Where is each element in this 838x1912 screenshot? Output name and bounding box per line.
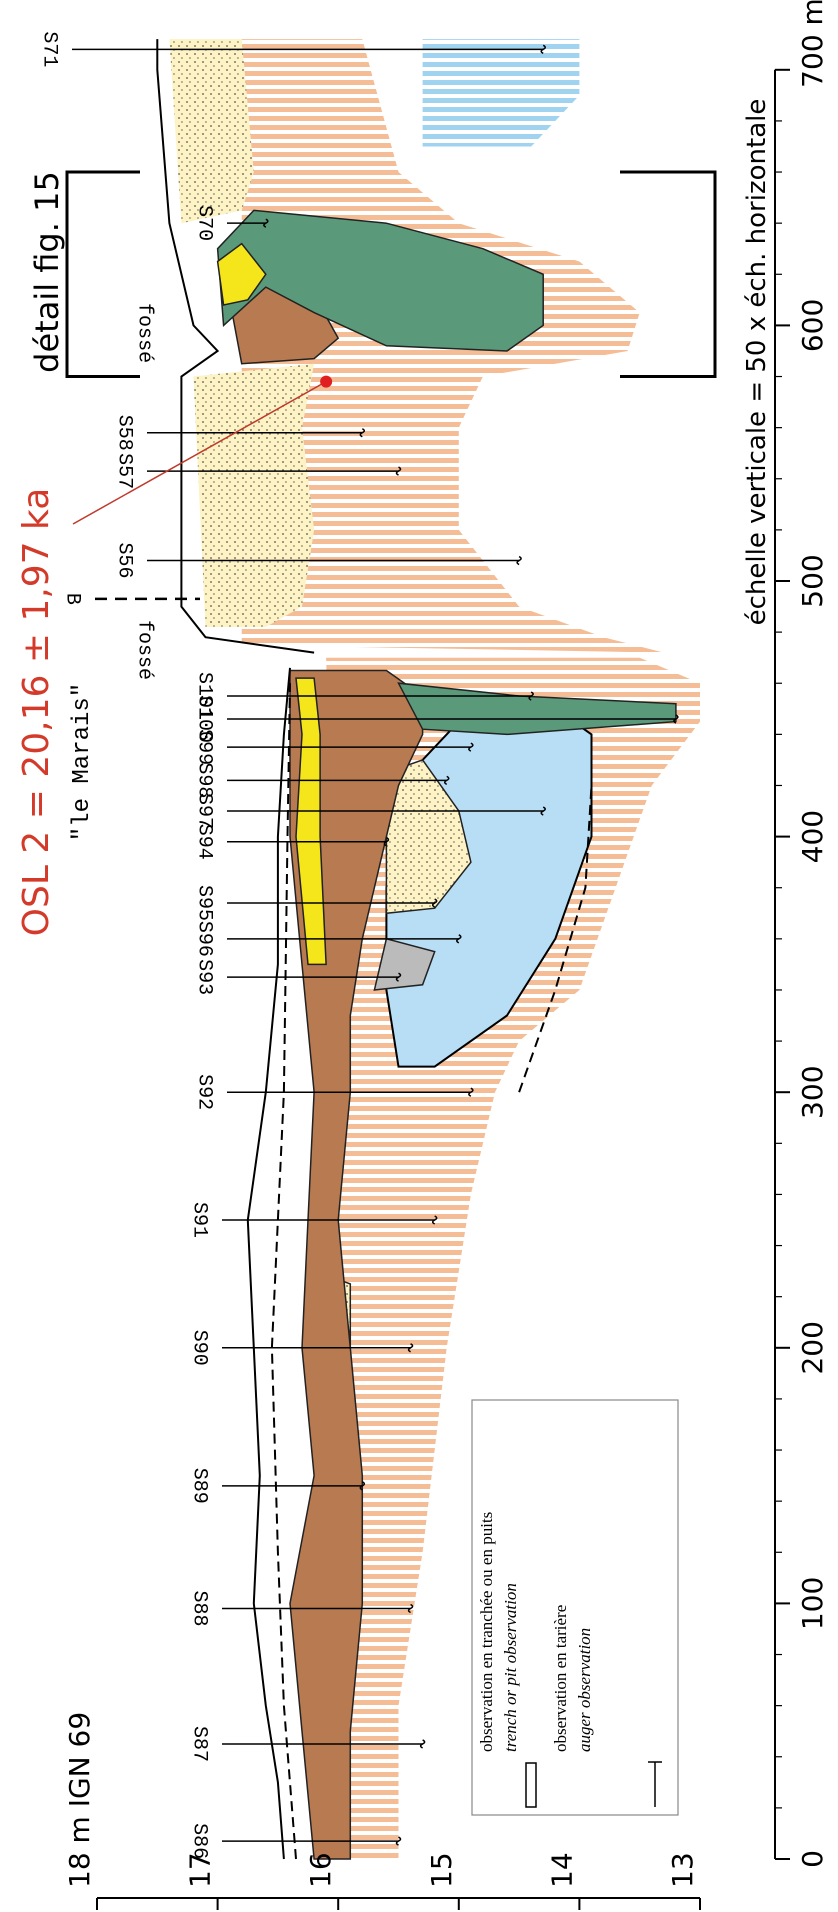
elevation-label: 15 bbox=[425, 1852, 458, 1888]
borehole-label: S71 bbox=[38, 31, 61, 67]
osl-pointer bbox=[72, 380, 327, 525]
ground-surface bbox=[156, 39, 315, 654]
legend-box bbox=[471, 1399, 679, 1816]
legend-trench-symbol bbox=[525, 1762, 537, 1808]
distance-label: 500 bbox=[796, 554, 829, 607]
borehole-label: S96 bbox=[193, 921, 216, 957]
blue-deposit bbox=[422, 39, 580, 147]
distance-label: 300 bbox=[796, 1065, 829, 1118]
borehole-end bbox=[383, 837, 390, 847]
marker-label: B bbox=[61, 593, 84, 605]
marker-label: fossé bbox=[133, 620, 156, 680]
borehole-label: S101 bbox=[193, 672, 216, 720]
dashed-boundary bbox=[518, 785, 593, 1093]
borehole-label: S93 bbox=[193, 959, 216, 995]
yellow-layer bbox=[295, 677, 327, 966]
detail-label: détail fig. 15 bbox=[28, 171, 66, 373]
borehole-end bbox=[431, 898, 438, 908]
legend-en: auger observation bbox=[575, 1628, 594, 1752]
borehole-end bbox=[456, 934, 462, 944]
elevation-label: 17 bbox=[184, 1852, 217, 1888]
borehole-label: S90 bbox=[188, 1330, 211, 1366]
borehole-end bbox=[407, 1603, 414, 1614]
distance-label: 400 bbox=[796, 810, 829, 863]
borehole-end bbox=[419, 1739, 426, 1749]
borehole-end bbox=[407, 1343, 414, 1353]
distance-label: 200 bbox=[796, 1321, 829, 1374]
borehole-label: S57 bbox=[113, 453, 136, 489]
osl-title: OSL 2 = 20,16 ± 1,97 ka bbox=[16, 488, 57, 937]
legend-auger-symbol bbox=[648, 1761, 662, 1807]
borehole-label: S100 bbox=[193, 695, 216, 743]
borehole-label: S95 bbox=[193, 885, 216, 921]
borehole-end bbox=[540, 806, 546, 816]
distance-label: 0 bbox=[796, 1850, 829, 1868]
borehole-label: S98 bbox=[193, 762, 216, 798]
borehole-end bbox=[468, 742, 474, 752]
borehole-label: S99 bbox=[193, 729, 216, 765]
elevation-label: 16 bbox=[304, 1852, 337, 1888]
borehole-end bbox=[673, 714, 679, 724]
borehole-label: S56 bbox=[113, 543, 136, 579]
marker-label: fossé bbox=[133, 303, 156, 363]
place-name: "le Marais" bbox=[69, 683, 96, 841]
borehole-end bbox=[528, 691, 534, 701]
distance-label: 100 bbox=[796, 1577, 829, 1630]
scale-note: échelle verticale = 50 x éch. horizontal… bbox=[742, 99, 772, 626]
borehole-label: S87 bbox=[188, 1726, 211, 1762]
elevation-label: 18 m IGN 69 bbox=[63, 1712, 96, 1888]
legend-en: trench or pit observation bbox=[501, 1583, 520, 1752]
borehole-end bbox=[540, 44, 546, 55]
borehole-end bbox=[444, 775, 450, 786]
legend-fr: observation en tranchée ou en puits bbox=[477, 1512, 496, 1752]
borehole-label: S58 bbox=[113, 415, 136, 451]
dashed-boundary bbox=[270, 683, 297, 1860]
borehole-end bbox=[359, 1481, 366, 1491]
elevation-label: 14 bbox=[545, 1852, 578, 1888]
detail-bracket bbox=[65, 170, 717, 379]
borehole-label: S86 bbox=[188, 1823, 211, 1859]
elevation-label: 13 bbox=[666, 1852, 699, 1888]
sand-upper bbox=[193, 363, 315, 627]
osl-sample bbox=[320, 375, 333, 388]
ground-surface bbox=[246, 667, 291, 1860]
distance-label: 600 bbox=[796, 299, 829, 352]
borehole-label: S91 bbox=[188, 1202, 211, 1238]
borehole-end bbox=[395, 466, 402, 476]
borehole-end bbox=[516, 555, 522, 566]
borehole-label: S94 bbox=[193, 824, 216, 860]
borehole-end bbox=[431, 1215, 438, 1225]
borehole-end bbox=[263, 218, 269, 228]
legend-fr: observation en tarière bbox=[551, 1605, 570, 1752]
section: OSL 2 = 20,16 ± 1,97 ka "le Marais" déta… bbox=[16, 0, 829, 1910]
borehole-label: S97 bbox=[193, 793, 216, 829]
borehole-end bbox=[395, 1836, 402, 1846]
borehole-label: S88 bbox=[188, 1591, 211, 1627]
distance-label: 700 m bbox=[796, 0, 829, 88]
borehole-end bbox=[359, 428, 366, 438]
borehole-end bbox=[395, 972, 402, 982]
yellow-layer bbox=[216, 242, 267, 306]
sand-upper bbox=[169, 39, 254, 224]
borehole-label: S92 bbox=[193, 1074, 216, 1110]
green-fill bbox=[216, 209, 544, 352]
borehole-label: S70 bbox=[193, 205, 216, 241]
borehole-end bbox=[468, 1087, 474, 1097]
borehole-label: S89 bbox=[188, 1468, 211, 1504]
